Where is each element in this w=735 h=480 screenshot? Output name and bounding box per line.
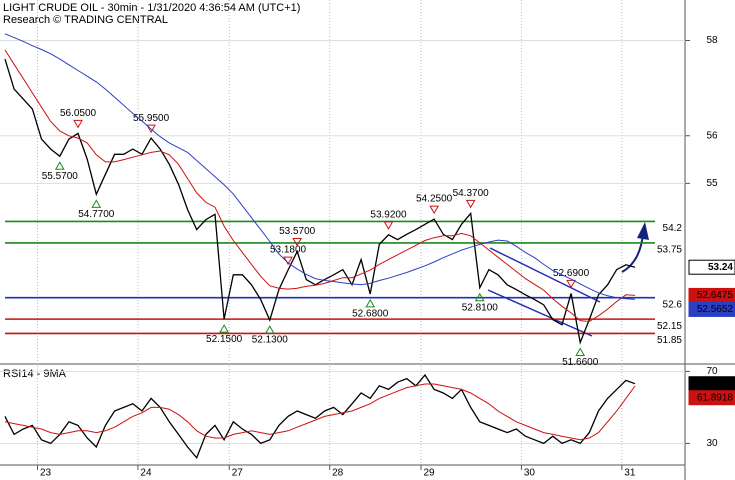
annotation: 51.6600	[562, 357, 599, 368]
annotation: 52.1500	[206, 334, 243, 345]
annotation: 55.9500	[133, 113, 170, 124]
last-value-label: 61.8918	[697, 392, 734, 403]
x-tick-label: 27	[232, 468, 244, 479]
chart-title: LIGHT CRUDE OIL - 30min - 1/31/2020 4:36…	[3, 2, 300, 14]
arrow-head	[637, 222, 649, 240]
high-marker	[429, 205, 439, 215]
low-marker	[219, 324, 229, 333]
annotation: 52.6800	[352, 309, 389, 320]
series-line	[4, 49, 636, 323]
level-label: 54.2	[663, 223, 683, 234]
last-value-box	[688, 390, 735, 406]
low-marker	[91, 199, 102, 208]
y-tick-label: 56	[706, 130, 718, 141]
chart-subtitle: Research © TRADING CENTRAL	[3, 14, 168, 26]
last-value-box	[688, 259, 735, 275]
high-marker	[73, 119, 83, 129]
annotation: 53.5700	[279, 226, 316, 237]
level-label: 52.6	[663, 299, 683, 310]
last-value-label: 52.5652	[697, 304, 734, 315]
annotation: 54.2500	[416, 194, 453, 205]
annotation: 52.6900	[553, 268, 590, 279]
x-tick-label: 31	[624, 468, 636, 479]
y-tick-label: 30	[706, 438, 718, 449]
low-marker	[575, 347, 586, 356]
y-tick-label: 70	[706, 366, 718, 377]
level-label: 52.15	[657, 321, 682, 332]
forecast-arrow	[621, 222, 649, 273]
low-marker	[264, 325, 275, 334]
low-marker	[54, 161, 65, 170]
annotation: 52.8100	[462, 302, 499, 313]
x-tick-label: 30	[524, 468, 536, 479]
last-value-label: 63.1533	[697, 378, 734, 389]
x-tick-label: 23	[40, 468, 52, 479]
channel-line	[489, 247, 601, 303]
series-line	[4, 33, 636, 300]
annotation: 53.1800	[270, 245, 307, 256]
annotation: 52.1300	[252, 335, 289, 346]
series-line	[4, 383, 636, 441]
high-marker	[465, 199, 476, 209]
level-label: 51.85	[657, 335, 682, 346]
high-marker	[146, 124, 156, 134]
x-tick-label: 24	[140, 468, 152, 479]
high-marker	[292, 237, 303, 247]
last-value-label: 53.24	[708, 262, 733, 273]
y-tick-label: 55	[706, 178, 718, 189]
last-value-box	[688, 301, 735, 317]
series-line	[4, 58, 636, 345]
annotation: 55.5700	[42, 171, 79, 182]
series-line	[4, 373, 636, 460]
annotation: 56.0500	[60, 108, 97, 119]
x-tick-label: 29	[423, 468, 435, 479]
annotation: 54.3700	[453, 188, 490, 199]
high-marker	[383, 221, 394, 230]
annotation: 54.7700	[78, 209, 115, 220]
level-label: 53.75	[657, 245, 682, 256]
low-marker	[365, 298, 376, 308]
y-tick-label: 58	[706, 35, 718, 46]
low-marker	[474, 292, 485, 302]
high-marker	[566, 279, 576, 289]
x-tick-label: 28	[332, 468, 344, 479]
last-value-label: 52.6475	[697, 290, 734, 301]
annotation: 53.9200	[370, 209, 407, 220]
indicator-title: RSI14 - 9MA	[3, 368, 67, 380]
